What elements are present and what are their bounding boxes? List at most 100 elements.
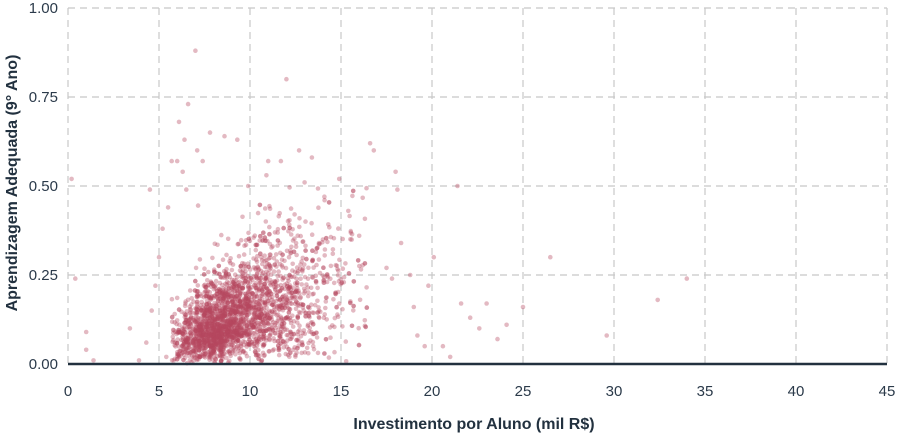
scatter-point — [277, 297, 283, 302]
scatter-point — [322, 351, 327, 356]
scatter-point — [310, 292, 315, 297]
scatter-point — [213, 328, 219, 334]
scatter-point — [276, 343, 281, 349]
scatter-point — [256, 267, 262, 272]
scatter-point — [310, 248, 315, 253]
scatter-point — [191, 348, 196, 354]
scatter-point — [223, 271, 229, 276]
scatter-point — [264, 257, 269, 263]
scatter-point — [182, 355, 188, 361]
scatter-point — [216, 294, 221, 299]
scatter-point — [205, 316, 211, 321]
scatter-point — [301, 328, 307, 333]
scatter-point — [321, 278, 327, 283]
scatter-point — [183, 299, 188, 304]
scatter-point — [241, 342, 247, 348]
scatter-point — [203, 351, 209, 357]
scatter-point — [258, 233, 263, 239]
scatter-point — [208, 323, 214, 329]
scatter-point — [275, 296, 281, 302]
scatter-point — [277, 210, 283, 216]
scatter-point — [261, 230, 266, 235]
scatter-point — [258, 319, 264, 324]
scatter-point — [205, 316, 211, 321]
scatter-point — [273, 284, 278, 290]
scatter-point — [192, 345, 198, 351]
scatter-point — [311, 291, 316, 297]
scatter-point — [176, 352, 181, 358]
scatter-point — [300, 302, 306, 308]
scatter-point — [206, 330, 212, 336]
scatter-point — [194, 309, 200, 315]
scatter-point — [204, 284, 209, 290]
scatter-point — [288, 232, 294, 237]
scatter-point — [259, 311, 265, 317]
scatter-point — [235, 322, 241, 328]
scatter-point — [199, 329, 205, 334]
scatter-point — [213, 286, 218, 291]
scatter-point — [234, 308, 239, 314]
scatter-point — [207, 295, 212, 301]
scatter-point — [219, 291, 224, 296]
scatter-point — [346, 271, 352, 276]
scatter-point — [235, 331, 240, 337]
scatter-point — [242, 330, 248, 336]
scatter-point — [225, 290, 231, 295]
scatter-point — [281, 275, 286, 281]
scatter-point — [280, 277, 285, 282]
scatter-point — [236, 283, 242, 288]
scatter-point — [182, 320, 187, 326]
scatter-point — [176, 307, 182, 312]
scatter-point — [187, 317, 192, 322]
scatter-point — [222, 294, 227, 299]
scatter-point — [284, 332, 290, 338]
x-tick-label: 30 — [606, 383, 623, 400]
scatter-point — [299, 350, 305, 356]
scatter-point — [270, 348, 276, 353]
scatter-point — [259, 293, 265, 298]
scatter-point — [266, 316, 272, 322]
scatter-point — [210, 334, 215, 340]
scatter-point — [203, 345, 209, 350]
scatter-point — [190, 326, 196, 332]
scatter-point — [326, 222, 331, 227]
scatter-point — [246, 320, 252, 325]
scatter-point — [191, 318, 197, 323]
scatter-point — [229, 328, 234, 334]
scatter-point — [268, 272, 274, 277]
scatter-point — [212, 241, 218, 247]
scatter-point — [242, 310, 248, 316]
scatter-point — [275, 283, 281, 289]
scatter-point — [212, 335, 217, 341]
scatter-point — [238, 263, 243, 269]
scatter-point — [247, 287, 253, 292]
scatter-point — [230, 335, 235, 340]
scatter-point — [266, 349, 272, 354]
scatter-point — [287, 307, 292, 312]
scatter-point — [306, 340, 311, 346]
scatter-point — [205, 335, 210, 340]
scatter-point — [228, 334, 234, 339]
scatter-point — [195, 293, 200, 298]
scatter-point — [204, 324, 209, 330]
scatter-point — [364, 305, 370, 310]
scatter-point — [293, 288, 299, 294]
scatter-point — [277, 288, 283, 294]
scatter-point — [272, 230, 278, 235]
scatter-point — [293, 281, 298, 286]
scatter-point — [199, 311, 204, 316]
scatter-point — [228, 344, 234, 350]
scatter-point — [261, 230, 266, 235]
scatter-point — [228, 320, 234, 325]
scatter-point — [193, 324, 198, 329]
scatter-point — [288, 206, 294, 211]
x-tick-label: 25 — [515, 383, 532, 400]
scatter-point — [477, 326, 482, 331]
scatter-point — [197, 354, 202, 360]
scatter-point — [225, 350, 230, 355]
scatter-point — [251, 324, 256, 330]
scatter-point — [295, 346, 300, 351]
scatter-point — [249, 339, 255, 345]
scatter-point — [242, 313, 248, 318]
y-tick-label: 0.75 — [29, 89, 58, 106]
